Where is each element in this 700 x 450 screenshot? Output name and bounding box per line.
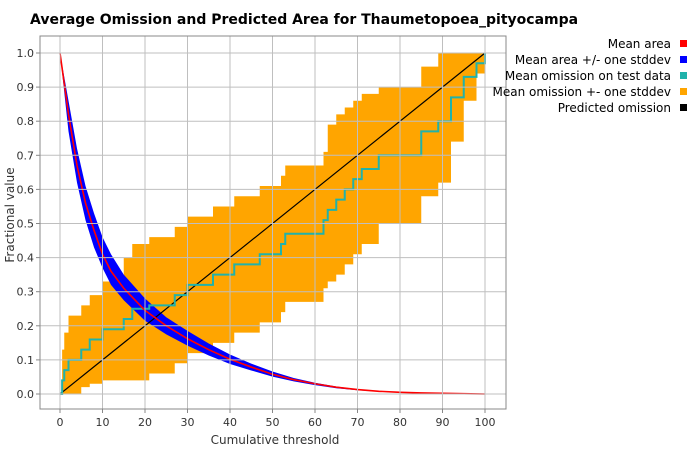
y-tick-label: 0.9 <box>17 81 35 94</box>
legend: Mean area Mean area +/- one stddev Mean om… <box>493 37 687 115</box>
x-tick-label: 90 <box>436 416 450 429</box>
legend-label: Mean area <box>608 37 671 51</box>
legend-swatch <box>680 56 687 63</box>
legend-swatch <box>680 40 687 47</box>
x-tick-label: 10 <box>96 416 110 429</box>
x-axis-title: Cumulative threshold <box>211 433 340 447</box>
gridlines <box>40 36 506 409</box>
legend-label: Mean omission +- one stddev <box>493 85 672 99</box>
x-tick-label: 0 <box>57 416 64 429</box>
x-tick-label: 30 <box>181 416 195 429</box>
mean-omission-line <box>60 53 486 395</box>
y-tick-label: 0.5 <box>17 218 35 231</box>
y-tick-label: 0.4 <box>17 252 35 265</box>
legend-label: Mean area +/- one stddev <box>515 53 671 67</box>
legend-label: Mean omission on test data <box>505 69 671 83</box>
y-tick-label: 0.0 <box>17 388 35 401</box>
y-tick-label: 0.6 <box>17 183 35 196</box>
y-tick-label: 0.3 <box>17 286 35 299</box>
x-tick-label: 50 <box>266 416 280 429</box>
x-tick-label: 20 <box>138 416 152 429</box>
x-tick-label: 60 <box>308 416 322 429</box>
legend-swatch <box>680 72 687 79</box>
legend-swatch <box>680 104 687 111</box>
legend-label: Predicted omission <box>558 101 671 115</box>
y-tick-label: 0.7 <box>17 149 35 162</box>
y-axis-title: Fractional value <box>3 167 17 262</box>
x-tick-label: 100 <box>475 416 496 429</box>
x-tick-label: 40 <box>223 416 237 429</box>
y-tick-label: 1.0 <box>17 47 35 60</box>
axes: 0 10 20 30 40 50 60 70 80 90 100 0.0 0.1 0.2 0.3 0.4 0.5… <box>17 35 507 429</box>
x-tick-label: 80 <box>393 416 407 429</box>
x-tick-label: 70 <box>351 416 365 429</box>
legend-swatch <box>680 88 687 95</box>
y-tick-label: 0.1 <box>17 354 35 367</box>
y-tick-label: 0.8 <box>17 115 35 128</box>
chart-title: Average Omission and Predicted Area for … <box>30 12 578 28</box>
y-tick-label: 0.2 <box>17 320 35 333</box>
